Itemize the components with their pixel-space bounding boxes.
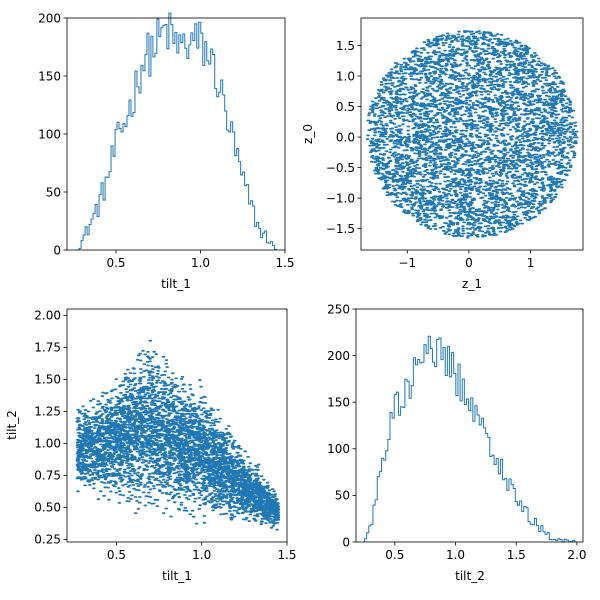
scatter-points [365, 30, 579, 239]
y-tick-label: 1.0 [336, 69, 355, 83]
y-tick-label: 50 [46, 185, 61, 199]
x-tick-label: 1.0 [191, 256, 210, 270]
x-axis-label: tilt_2 [455, 569, 485, 583]
x-axis-label: z_1 [462, 277, 482, 291]
histogram-step-line [364, 335, 577, 543]
y-tick-label: 50 [335, 489, 350, 503]
x-tick-label: 1.5 [277, 548, 296, 562]
axes-frame [355, 308, 584, 543]
histogram-step-line [77, 12, 278, 251]
y-axis-ticks: −1.5 −1.0 −0.5 0.0 0.5 1.0 1.5 [326, 39, 361, 236]
x-axis-label: tilt_1 [161, 277, 191, 291]
y-tick-label: 200 [327, 349, 350, 363]
y-tick-label: −1.5 [326, 222, 355, 236]
x-tick-label: 0 [465, 256, 473, 270]
x-tick-label: −1 [398, 256, 416, 270]
y-tick-label: 100 [327, 442, 350, 456]
y-tick-label: 100 [38, 127, 61, 141]
y-axis-label: z_0 [301, 124, 315, 144]
panel-tilt2-histogram: 0.5 1.0 1.5 2.0 0 50 100 150 200 250 tilt_2 [327, 302, 586, 583]
scatter-points [75, 339, 281, 531]
tilt2-histogram-steps [364, 335, 577, 543]
x-tick-label: 1 [527, 256, 535, 270]
y-tick-label: 0 [342, 535, 350, 549]
x-axis-ticks: 0.5 1.0 1.5 [107, 542, 297, 562]
y-tick-label: 150 [38, 69, 61, 83]
y-tick-label: −1.0 [326, 191, 355, 205]
x-tick-label: 1.5 [507, 548, 526, 562]
tilt-scatter-points [75, 339, 281, 531]
tilt1-histogram-steps [77, 12, 278, 251]
x-tick-label: 0.5 [107, 548, 126, 562]
y-tick-label: 0.75 [34, 469, 61, 483]
x-tick-label: 1.0 [446, 548, 465, 562]
x-tick-label: 0.5 [106, 256, 125, 270]
y-axis-ticks: 0.25 0.50 0.75 1.00 1.25 1.50 1.75 2.00 [34, 309, 67, 547]
y-axis-ticks: 0 50 100 150 200 [38, 11, 67, 257]
x-tick-label: 1.0 [192, 548, 211, 562]
y-axis-label: tilt_2 [5, 410, 19, 440]
y-tick-label: 0 [53, 243, 61, 257]
y-tick-label: 2.00 [34, 309, 61, 323]
z-scatter-points [365, 30, 579, 239]
y-tick-label: 1.75 [34, 341, 61, 355]
y-tick-label: 200 [38, 11, 61, 25]
y-tick-label: 1.25 [34, 405, 61, 419]
y-axis-ticks: 0 50 100 150 200 250 [327, 302, 356, 549]
y-tick-label: 1.00 [34, 437, 61, 451]
y-tick-label: −0.5 [326, 161, 355, 175]
panel-tilt-scatter: 0.5 1.0 1.5 0.25 0.50 0.75 1.00 1.25 1.50 1.75 2.… [5, 308, 297, 583]
y-tick-label: 1.50 [34, 373, 61, 387]
x-tick-label: 0.5 [385, 548, 404, 562]
y-tick-label: 0.25 [34, 533, 61, 547]
y-tick-label: 0.5 [336, 100, 355, 114]
x-axis-ticks: −1 0 1 [398, 250, 534, 270]
y-tick-label: 1.5 [336, 39, 355, 53]
x-tick-label: 2.0 [567, 548, 586, 562]
y-tick-label: 0.0 [336, 130, 355, 144]
axes-frame [66, 17, 286, 251]
x-axis-ticks: 0.5 1.0 1.5 2.0 [385, 542, 586, 562]
x-axis-label: tilt_1 [162, 569, 192, 583]
panel-tilt1-histogram: 0.5 1.0 1.5 0 50 100 150 200 tilt_1 [38, 11, 294, 291]
x-tick-label: 1.5 [275, 256, 294, 270]
y-tick-label: 250 [327, 302, 350, 316]
y-tick-label: 0.50 [34, 501, 61, 515]
y-tick-label: 150 [327, 396, 350, 410]
axes-frame [66, 308, 288, 543]
axes-frame [360, 17, 584, 251]
x-axis-ticks: 0.5 1.0 1.5 [106, 250, 295, 270]
panel-z-scatter: −1 0 1 −1.5 −1.0 −0.5 0.0 0.5 1.0 1.5 z_1 z_0 [301, 17, 584, 291]
